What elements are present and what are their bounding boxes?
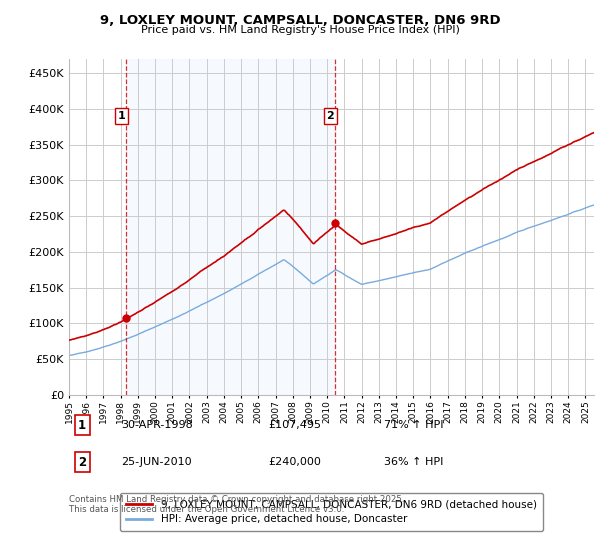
Text: Price paid vs. HM Land Registry's House Price Index (HPI): Price paid vs. HM Land Registry's House … (140, 25, 460, 35)
Text: 9, LOXLEY MOUNT, CAMPSALL, DONCASTER, DN6 9RD: 9, LOXLEY MOUNT, CAMPSALL, DONCASTER, DN… (100, 14, 500, 27)
Text: 2: 2 (326, 111, 334, 121)
Text: 71% ↑ HPI: 71% ↑ HPI (384, 421, 443, 431)
Legend: 9, LOXLEY MOUNT, CAMPSALL, DONCASTER, DN6 9RD (detached house), HPI: Average pri: 9, LOXLEY MOUNT, CAMPSALL, DONCASTER, DN… (120, 493, 543, 531)
Text: £240,000: £240,000 (269, 458, 322, 468)
Text: 1: 1 (117, 111, 125, 121)
Text: 2: 2 (78, 456, 86, 469)
Text: £107,495: £107,495 (269, 421, 322, 431)
Text: 30-APR-1998: 30-APR-1998 (121, 421, 193, 431)
Bar (127, 59, 335, 395)
Text: 36% ↑ HPI: 36% ↑ HPI (384, 458, 443, 468)
Text: 1: 1 (78, 419, 86, 432)
Text: Contains HM Land Registry data © Crown copyright and database right 2025.
This d: Contains HM Land Registry data © Crown c… (69, 494, 404, 514)
Text: 25-JUN-2010: 25-JUN-2010 (121, 458, 192, 468)
